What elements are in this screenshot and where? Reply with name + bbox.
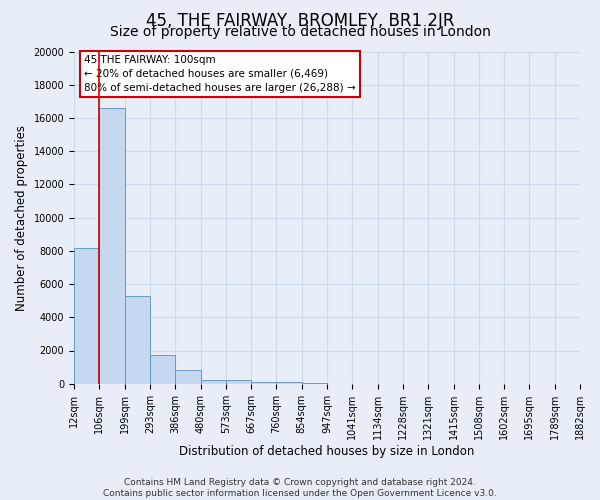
Bar	[150, 354, 175, 384]
Text: 45 THE FAIRWAY: 100sqm
← 20% of detached houses are smaller (6,469)
80% of semi-: 45 THE FAIRWAY: 100sqm ← 20% of detached…	[84, 55, 356, 93]
Bar	[302, 383, 327, 384]
Bar	[251, 382, 277, 384]
X-axis label: Distribution of detached houses by size in London: Distribution of detached houses by size …	[179, 444, 475, 458]
Bar	[74, 248, 100, 384]
Bar	[175, 370, 200, 384]
Bar	[226, 380, 251, 384]
Bar	[125, 296, 150, 384]
Bar	[100, 108, 125, 384]
Bar	[277, 382, 302, 384]
Text: 45, THE FAIRWAY, BROMLEY, BR1 2JR: 45, THE FAIRWAY, BROMLEY, BR1 2JR	[146, 12, 454, 30]
Y-axis label: Number of detached properties: Number of detached properties	[15, 124, 28, 310]
Bar	[200, 380, 226, 384]
Text: Contains HM Land Registry data © Crown copyright and database right 2024.
Contai: Contains HM Land Registry data © Crown c…	[103, 478, 497, 498]
Text: Size of property relative to detached houses in London: Size of property relative to detached ho…	[110, 25, 490, 39]
